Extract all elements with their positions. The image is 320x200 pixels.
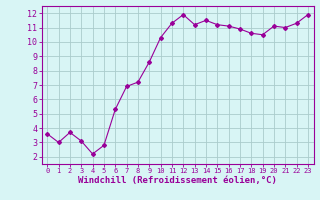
X-axis label: Windchill (Refroidissement éolien,°C): Windchill (Refroidissement éolien,°C) (78, 176, 277, 185)
